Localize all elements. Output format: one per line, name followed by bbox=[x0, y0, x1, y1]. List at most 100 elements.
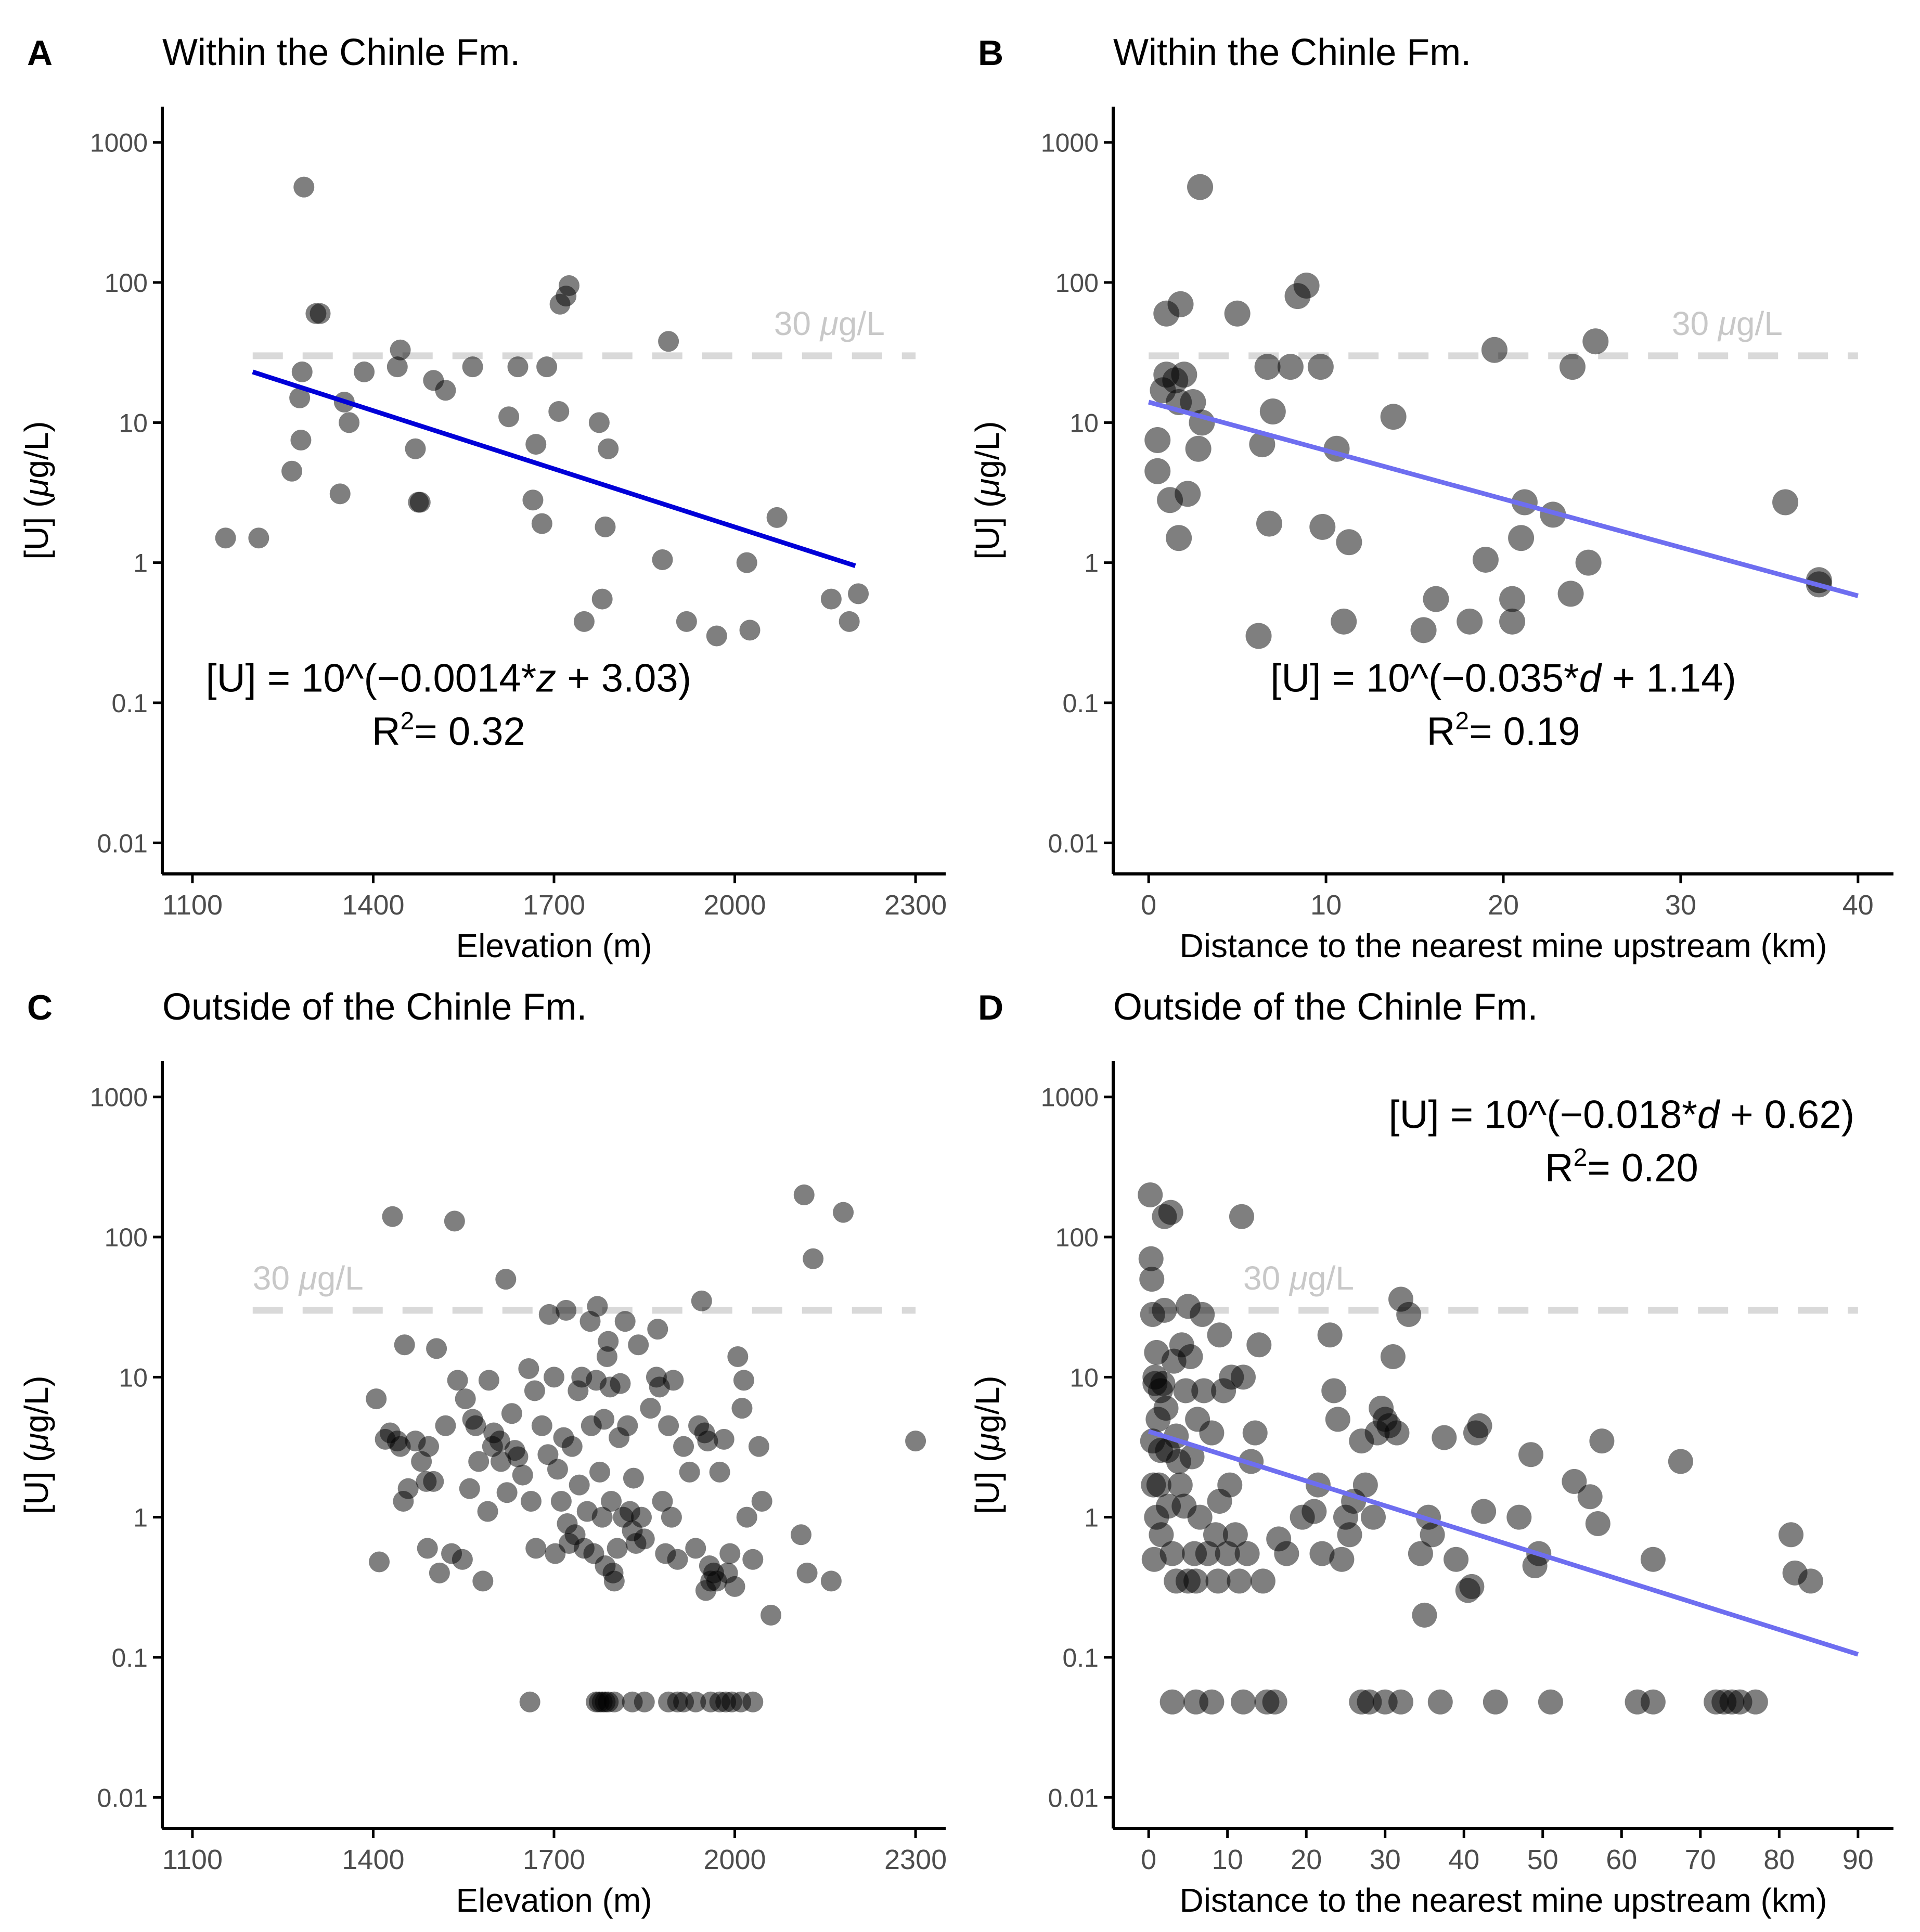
data-point bbox=[1167, 291, 1194, 317]
data-point bbox=[1178, 1344, 1203, 1369]
equation-tail: + 0.62) bbox=[1719, 1092, 1854, 1137]
data-point bbox=[369, 1551, 390, 1573]
y-tick-label: 0.1 bbox=[111, 1643, 148, 1672]
data-point bbox=[713, 1428, 735, 1450]
data-point bbox=[1149, 1522, 1174, 1548]
data-point bbox=[1471, 1499, 1497, 1524]
data-point bbox=[536, 356, 558, 378]
data-point bbox=[630, 1506, 652, 1528]
y-tick-label: 0.1 bbox=[1062, 689, 1099, 718]
y-axis-label-mu: μ bbox=[969, 479, 1006, 498]
y-tick-label: 0.01 bbox=[97, 829, 148, 858]
panel-title: Within the Chinle Fm. bbox=[162, 32, 520, 73]
y-tick-label: 0.01 bbox=[1048, 829, 1099, 858]
data-point bbox=[1412, 1602, 1437, 1628]
data-point bbox=[1317, 1322, 1343, 1348]
x-tick-label: 0 bbox=[1141, 1844, 1156, 1875]
data-point bbox=[591, 1506, 613, 1528]
data-point bbox=[761, 1604, 782, 1626]
fit-line bbox=[252, 369, 856, 568]
x-axis-label: Elevation (m) bbox=[456, 927, 652, 964]
data-point bbox=[1153, 1396, 1179, 1421]
data-point bbox=[751, 1490, 772, 1512]
data-point bbox=[1166, 525, 1192, 551]
regression-equation: [U] = 10^(−0.035*d + 1.14) bbox=[1270, 656, 1736, 701]
data-point bbox=[1259, 398, 1286, 425]
data-point bbox=[1167, 1472, 1193, 1498]
data-point bbox=[550, 1490, 572, 1512]
data-point bbox=[588, 412, 610, 433]
data-point bbox=[676, 611, 697, 632]
data-point bbox=[1309, 513, 1336, 540]
y-tick-label: 1 bbox=[1084, 549, 1099, 578]
data-point bbox=[727, 1346, 749, 1367]
data-point bbox=[281, 460, 303, 482]
data-point bbox=[1307, 354, 1334, 380]
data-point bbox=[685, 1538, 706, 1559]
data-point bbox=[1384, 1420, 1410, 1446]
x-tick-label: 1400 bbox=[342, 1844, 404, 1875]
data-point bbox=[489, 1431, 510, 1452]
threshold-label-unit: g/L bbox=[1736, 305, 1783, 342]
data-point bbox=[1256, 510, 1282, 537]
data-point bbox=[1199, 1689, 1225, 1715]
data-point bbox=[603, 1691, 625, 1712]
data-point bbox=[423, 1471, 444, 1492]
data-point bbox=[742, 1691, 764, 1712]
data-point bbox=[1508, 525, 1535, 551]
data-point bbox=[291, 361, 313, 382]
data-point bbox=[1557, 581, 1584, 607]
data-point bbox=[1158, 1200, 1183, 1225]
regression-equation: [U] = 10^(−0.0014*z + 3.03) bbox=[206, 656, 692, 701]
y-tick-label: 0.01 bbox=[1048, 1783, 1099, 1812]
data-point bbox=[1138, 1182, 1163, 1207]
data-point bbox=[617, 1415, 638, 1436]
y-tick-label: 100 bbox=[1055, 1223, 1099, 1252]
panel-title: Outside of the Chinle Fm. bbox=[162, 986, 587, 1028]
data-point bbox=[607, 1538, 628, 1559]
data-point bbox=[1337, 1522, 1362, 1548]
y-axis-label-suffix: g/L) bbox=[18, 421, 55, 478]
data-point bbox=[1207, 1322, 1232, 1348]
data-point bbox=[1329, 1547, 1355, 1572]
data-point bbox=[839, 611, 860, 632]
data-point bbox=[685, 1691, 706, 1712]
data-point bbox=[1427, 1689, 1453, 1715]
data-point bbox=[766, 507, 788, 528]
data-point bbox=[1499, 608, 1526, 635]
data-point bbox=[1302, 1499, 1327, 1524]
data-point bbox=[1321, 1378, 1347, 1403]
data-point bbox=[731, 1398, 753, 1419]
panel-letter: D bbox=[978, 988, 1003, 1027]
data-point bbox=[491, 1451, 512, 1472]
data-point bbox=[1173, 1378, 1199, 1403]
data-point bbox=[498, 406, 520, 428]
data-point bbox=[1589, 1428, 1615, 1454]
data-point bbox=[1180, 389, 1206, 415]
data-point bbox=[289, 387, 311, 408]
y-tick-label: 10 bbox=[119, 1363, 148, 1392]
data-point bbox=[547, 1459, 568, 1480]
data-point bbox=[472, 1570, 494, 1592]
data-point bbox=[667, 1549, 688, 1570]
data-point bbox=[623, 1467, 644, 1489]
threshold-label-unit: g/L bbox=[317, 1259, 364, 1297]
y-axis-label: [U] (μg/L) bbox=[18, 1375, 55, 1514]
x-tick-label: 30 bbox=[1665, 890, 1696, 921]
data-point bbox=[1585, 1511, 1610, 1536]
data-point bbox=[1144, 427, 1171, 453]
equation-tail: + 1.14) bbox=[1601, 656, 1736, 701]
data-point bbox=[628, 1334, 649, 1356]
data-point bbox=[1245, 623, 1272, 649]
data-point bbox=[558, 275, 579, 297]
r-squared-value: = 0.20 bbox=[1587, 1146, 1698, 1190]
y-axis-label-suffix: g/L) bbox=[18, 1375, 55, 1433]
x-tick-label: 2000 bbox=[703, 890, 766, 921]
data-point bbox=[573, 611, 595, 632]
data-point bbox=[640, 1398, 661, 1419]
data-point bbox=[1187, 174, 1214, 200]
data-point bbox=[537, 1444, 559, 1465]
x-axis-label: Distance to the nearest mine upstream (k… bbox=[1180, 927, 1827, 964]
y-tick-label: 1000 bbox=[90, 128, 148, 158]
